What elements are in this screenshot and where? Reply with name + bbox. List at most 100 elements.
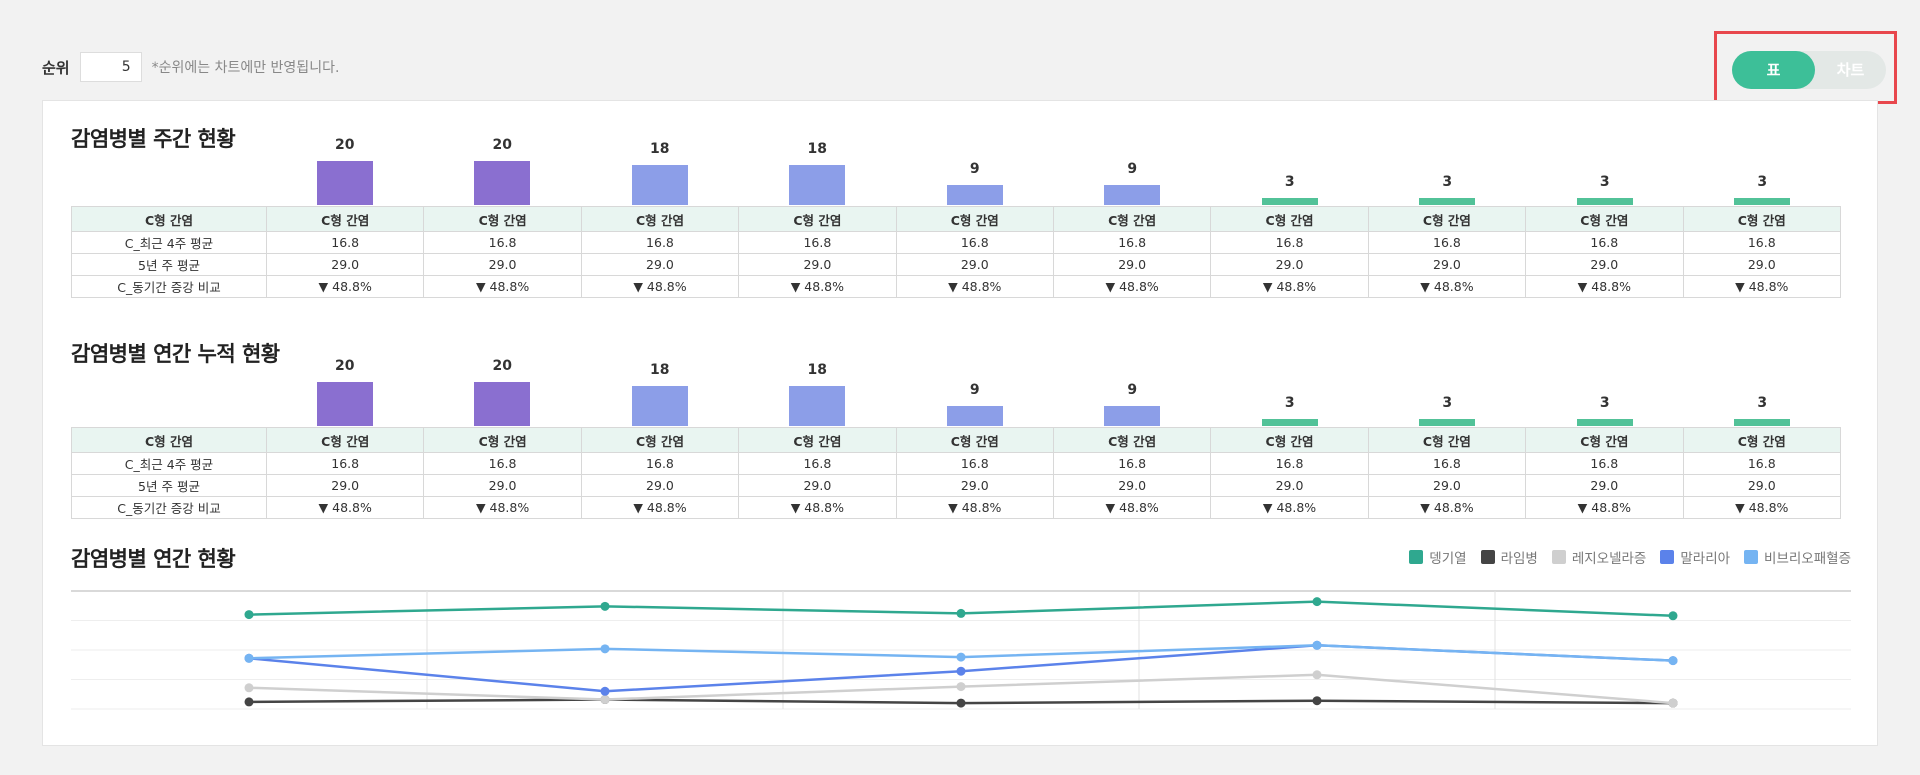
cumulative-title: 감염병별 연간 누적 현황 [71, 342, 280, 366]
bar [1734, 198, 1791, 205]
data-point [600, 695, 610, 705]
data-point [600, 601, 610, 611]
table-header-cell: C형 간염 [423, 427, 582, 453]
table-cell: ▼ 48.8% [738, 275, 897, 298]
table-cell: 29.0 [1682, 474, 1842, 497]
table-header-cell: C형 간염 [895, 427, 1054, 453]
data-point [244, 653, 254, 663]
table-cell: ▼ 48.8% [265, 275, 425, 298]
bar-value-label: 18 [650, 362, 670, 378]
table-cell: 16.8 [1210, 231, 1369, 254]
bar-value-label: 3 [1284, 395, 1295, 411]
legend-swatch [1480, 550, 1495, 564]
row-label: C_최근 4주 평균 [71, 452, 267, 475]
data-point [956, 666, 966, 676]
view-toggle-highlight: 표 차트 [1714, 31, 1897, 104]
bar-column: 18 [581, 101, 739, 205]
data-point [600, 686, 610, 696]
view-toggle[interactable]: 표 차트 [1732, 51, 1886, 89]
table-header-cell: C형 간염 [1367, 206, 1527, 232]
table-header-cell: C형 간염 [1525, 427, 1684, 453]
bar-column: 3 [1526, 101, 1684, 205]
data-point [956, 682, 966, 692]
bar [1576, 198, 1633, 205]
data-point [956, 652, 966, 662]
data-point [1312, 640, 1322, 650]
bar-value-label: 3 [1442, 174, 1453, 190]
row-label: 5년 주 평균 [71, 253, 267, 276]
bar-value-label: 3 [1442, 395, 1453, 411]
table-cell: ▼ 48.8% [1210, 275, 1369, 298]
bar-column: 9 [896, 101, 1054, 205]
table-cell: ▼ 48.8% [423, 275, 582, 298]
table-cell: 16.8 [265, 452, 425, 475]
bar-value-label: 20 [492, 358, 512, 374]
bar-column: 20 [424, 101, 582, 205]
toggle-chart-button[interactable]: 차트 [1836, 61, 1865, 79]
bar-value-label: 18 [807, 362, 827, 378]
table-cell: ▼ 48.8% [1525, 275, 1684, 298]
legend-label: 비브리오패혈증 [1764, 551, 1851, 567]
toggle-table-button[interactable]: 표 [1732, 51, 1815, 89]
dashboard-card: 감염병별 주간 현황 20 20 18 18 9 9 3 3 3 3 C형 간염 C형 간염 C형 간… [42, 100, 1878, 746]
weekly-table: C형 간염 C형 간염 C형 간염 C형 간염 C형 간염 C형 간염 C형 간염 C형 간염… [71, 206, 1842, 298]
bar [946, 185, 1003, 205]
legend-item[interactable]: 뎅기열 [1409, 547, 1467, 567]
row-label: C_최근 4주 평균 [71, 231, 267, 254]
bar-value-label: 20 [492, 137, 512, 153]
table-cell: 16.8 [1682, 231, 1842, 254]
table-header-cell: C형 간염 [1210, 427, 1369, 453]
table-header-cell: C형 간염 [1210, 206, 1369, 232]
row-label: 5년 주 평균 [71, 474, 267, 497]
table-header-cell: C형 간염 [1367, 427, 1527, 453]
bar-column: 18 [739, 101, 897, 205]
bar-column: 9 [896, 101, 1054, 426]
bar-value-label: 9 [1127, 382, 1138, 398]
rank-note: *순위에는 차트에만 반영됩니다. [151, 60, 340, 76]
bar [474, 161, 531, 205]
legend-item[interactable]: 레지오넬라증 [1551, 547, 1646, 567]
row-label: C_동기간 증강 비교 [71, 496, 267, 519]
bar [631, 386, 688, 426]
bar-value-label: 18 [650, 141, 670, 157]
bar-value-label: 3 [1757, 174, 1768, 190]
bar-value-label: 18 [807, 141, 827, 157]
bar-column: 18 [581, 101, 739, 426]
bar [631, 165, 688, 205]
table-cell: 16.8 [1525, 452, 1684, 475]
bar-column: 9 [1054, 101, 1212, 205]
table-cell: 16.8 [580, 452, 740, 475]
legend-item[interactable]: 말라리아 [1660, 547, 1730, 567]
bar-value-label: 9 [969, 161, 980, 177]
table-cell: 16.8 [1367, 452, 1527, 475]
table-cell: 16.8 [1682, 452, 1842, 475]
table-cell: ▼ 48.8% [1367, 275, 1527, 298]
legend-label: 말라리아 [1680, 551, 1731, 567]
table-cell: 16.8 [738, 452, 897, 475]
cumulative-table: C형 간염 C형 간염 C형 간염 C형 간염 C형 간염 C형 간염 C형 간염 C형 간염… [71, 427, 1842, 519]
table-cell: 29.0 [1525, 253, 1684, 276]
bar-value-label: 3 [1757, 395, 1768, 411]
table-header-cell: C형 간염 [895, 206, 1054, 232]
data-point [244, 610, 254, 620]
table-cell: 29.0 [265, 253, 425, 276]
bar [1104, 185, 1161, 205]
legend-item[interactable]: 비브리오패혈증 [1744, 547, 1851, 567]
data-point [956, 698, 966, 708]
table-cell: ▼ 48.8% [1052, 496, 1212, 519]
rank-label: 순위 [42, 58, 70, 77]
data-point [1668, 656, 1678, 666]
table-cell: ▼ 48.8% [1367, 496, 1527, 519]
data-point [244, 683, 254, 693]
rank-input[interactable] [79, 52, 142, 82]
table-cell: ▼ 48.8% [738, 496, 897, 519]
legend-swatch [1660, 550, 1675, 564]
bar-column: 3 [1369, 101, 1527, 205]
bar [1261, 419, 1318, 426]
bar-column: 3 [1211, 101, 1369, 426]
table-cell: 29.0 [580, 474, 740, 497]
table-cell: ▼ 48.8% [265, 496, 425, 519]
legend-item[interactable]: 라임병 [1480, 547, 1538, 567]
table-header-cell: C형 간염 [71, 206, 267, 232]
data-point [1312, 696, 1322, 706]
